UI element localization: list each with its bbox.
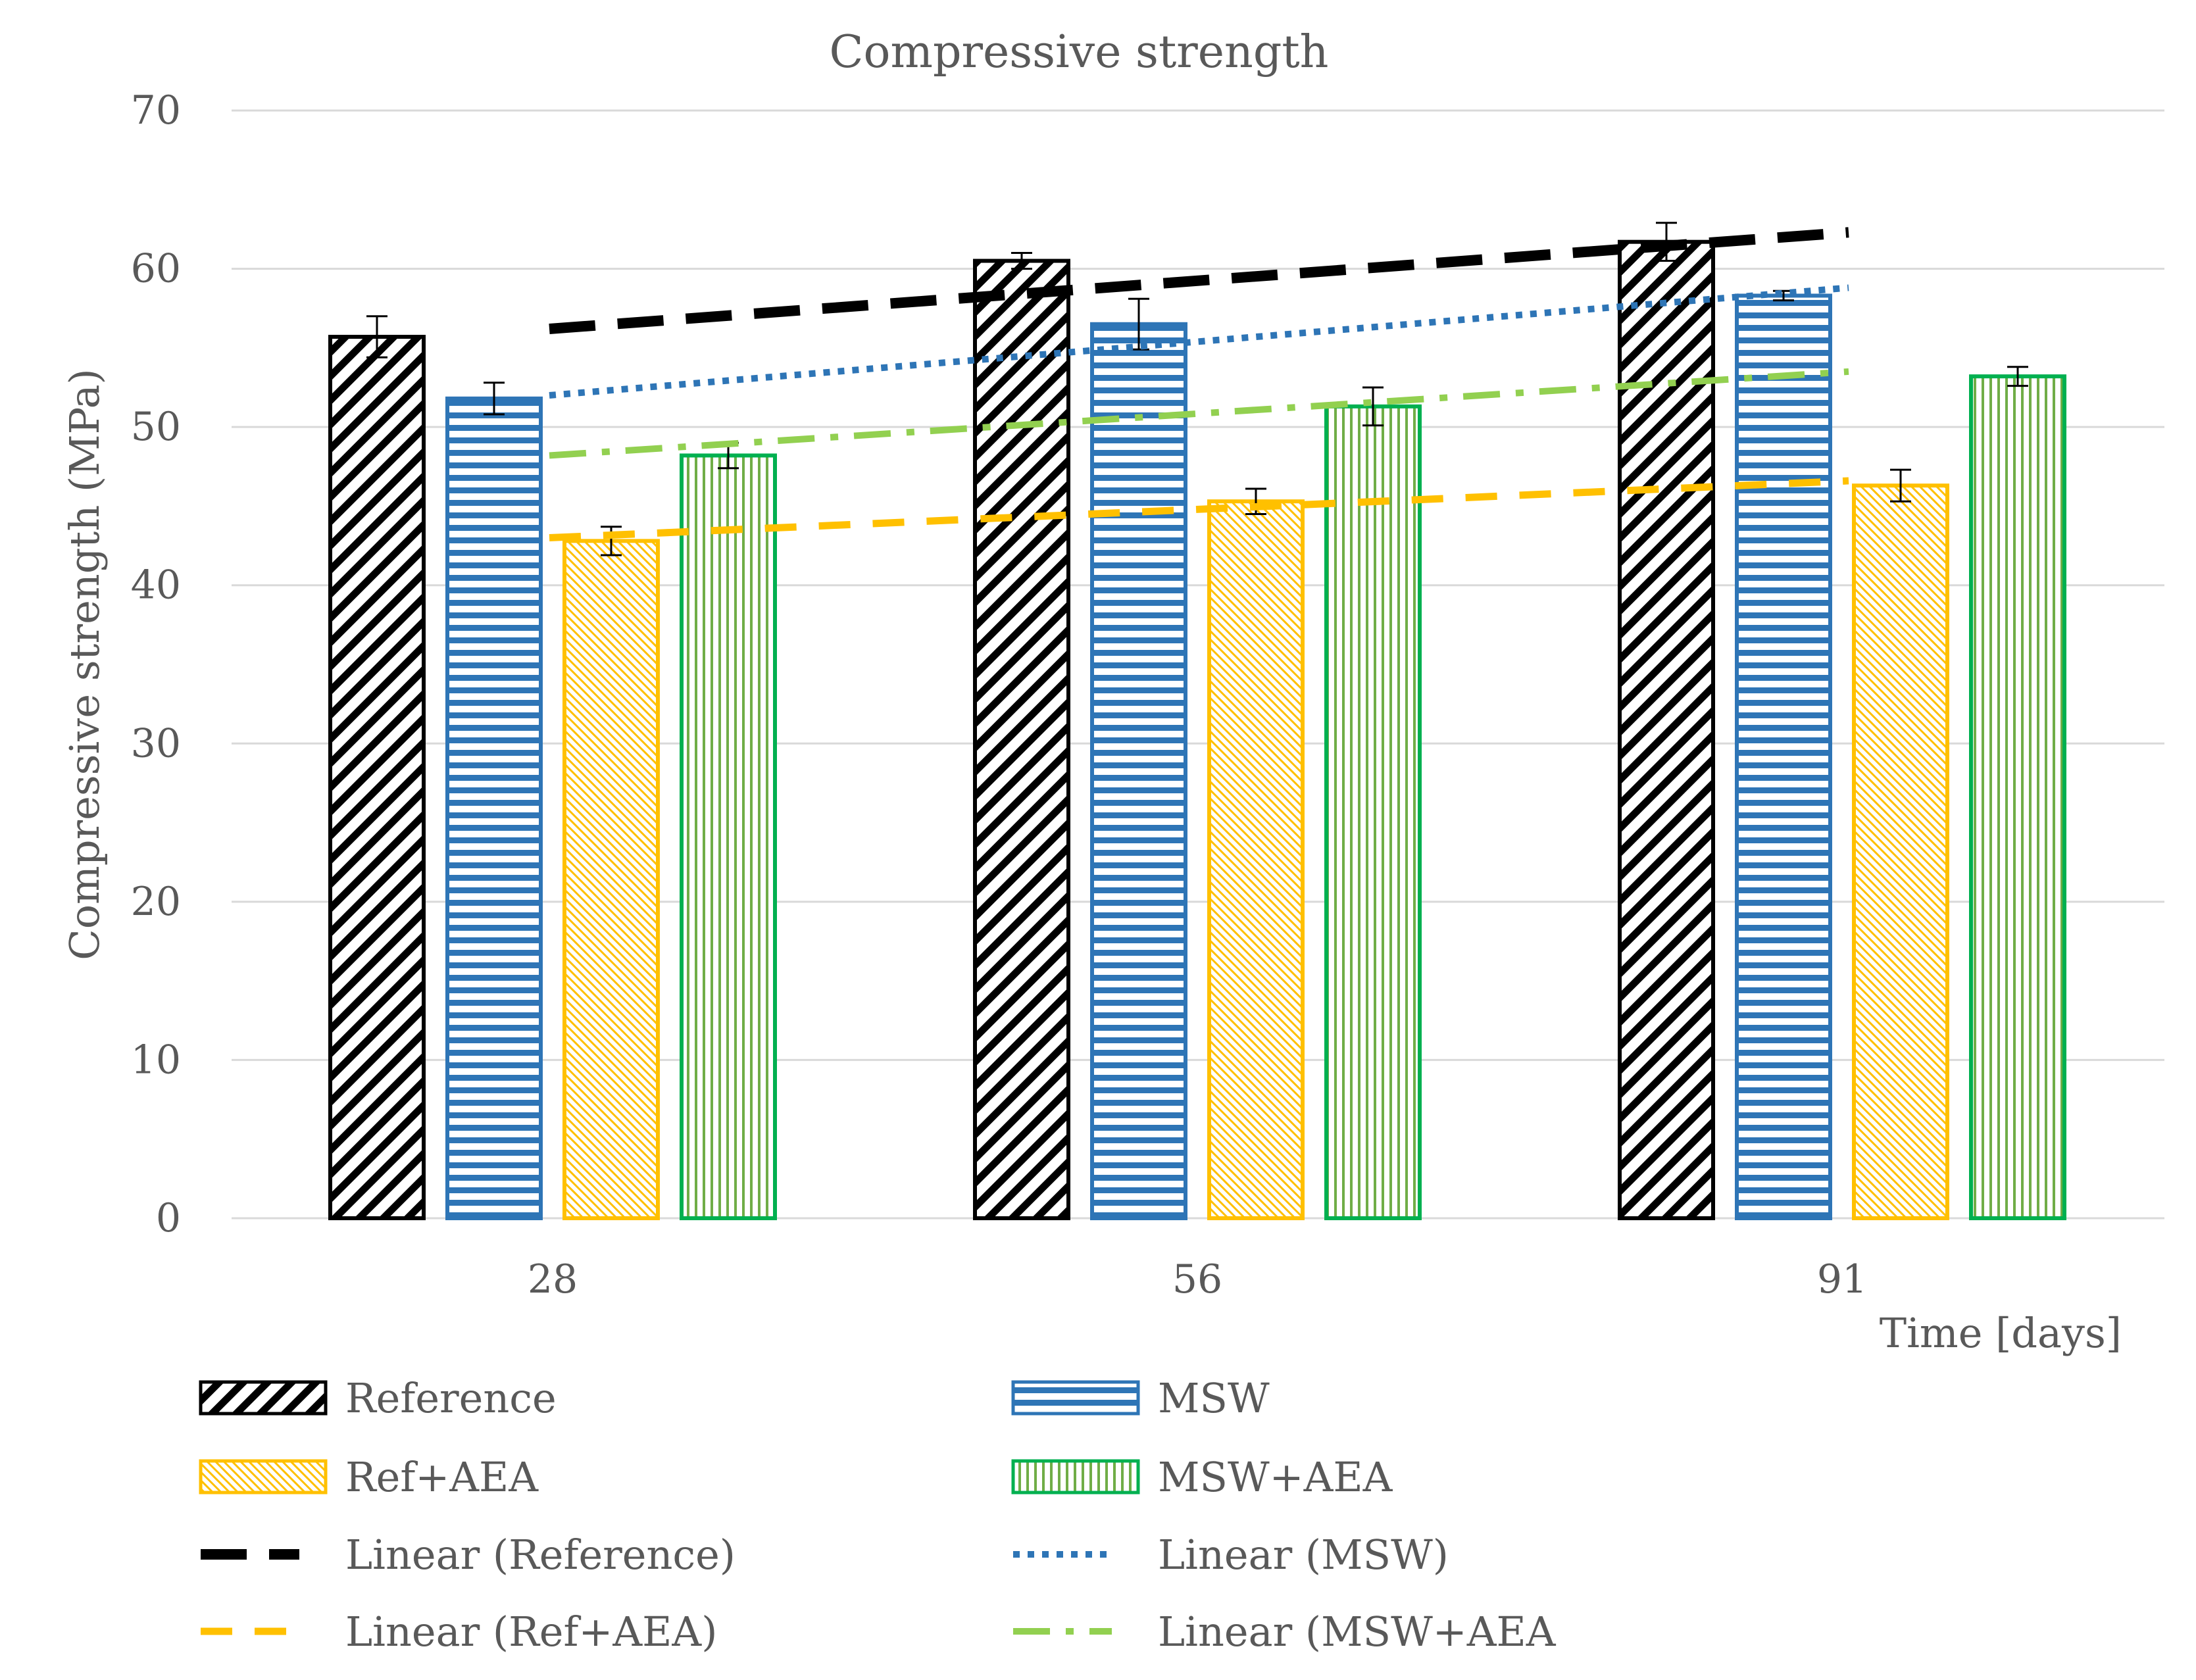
bar-msw-aea-28	[680, 453, 777, 1221]
error-bar-msw-aea-56	[1362, 386, 1384, 427]
gridlines	[232, 109, 2164, 1220]
y-tick-label-60: 60	[131, 246, 181, 292]
trendline-ref-aea	[549, 477, 1849, 542]
bar-msw-aea-91	[1969, 374, 2066, 1220]
y-tick-labels: 0 10 20 30 40 50 60 70	[131, 87, 181, 1241]
legend-label: MSW+AEA	[1158, 1453, 1393, 1501]
legend-swatch	[199, 1380, 328, 1416]
legend-label: MSW	[1158, 1374, 1270, 1422]
bar-msw-28	[445, 396, 543, 1221]
trendline-msw-aea	[549, 368, 1849, 459]
bar-reference-91	[1618, 239, 1715, 1220]
trendline-msw	[549, 284, 1849, 399]
legend-item-reference: Reference	[199, 1374, 557, 1422]
bar-ref-aea-91	[1852, 483, 1949, 1220]
legend-swatch	[1011, 1380, 1140, 1416]
legend-item-msw: MSW	[1011, 1374, 1270, 1422]
legend-item-msw-aea: MSW+AEA	[1011, 1453, 1393, 1501]
legend-item-linear-ref-aea-: Linear (Ref+AEA)	[201, 1608, 717, 1656]
y-tick-label-40: 40	[131, 562, 181, 608]
trendline-reference	[549, 227, 1849, 334]
y-tick-label-20: 20	[131, 879, 181, 925]
bar-reference-28	[328, 335, 426, 1221]
x-tick-labels: 28 56 91	[528, 1256, 1867, 1302]
y-tick-label-30: 30	[131, 720, 181, 766]
x-tick-label-91: 91	[1817, 1256, 1867, 1302]
error-bar-msw-aea-91	[2007, 366, 2028, 387]
x-tick-label-28: 28	[528, 1256, 578, 1302]
chart-title: Compressive strength	[830, 26, 1329, 78]
legend-label: Reference	[345, 1374, 557, 1422]
legend-label: Ref+AEA	[345, 1453, 539, 1501]
bars	[328, 239, 2066, 1221]
bar-reference-56	[973, 259, 1070, 1220]
legend-item-linear-msw-aea: Linear (MSW+AEA	[1013, 1608, 1557, 1656]
legend-swatch	[1011, 1459, 1140, 1495]
error-bar-ref-aea-91	[1890, 468, 1911, 503]
legend-label: Linear (Reference)	[345, 1531, 736, 1579]
legend-item-ref-aea: Ref+AEA	[199, 1453, 539, 1501]
x-axis-label: Time [days]	[1880, 1309, 2122, 1357]
y-tick-label-50: 50	[131, 404, 181, 450]
legend-label: Linear (MSW)	[1158, 1531, 1449, 1579]
trendlines	[549, 227, 1849, 542]
bar-ref-aea-56	[1207, 499, 1305, 1220]
bar-ref-aea-28	[562, 539, 660, 1221]
y-tick-label-0: 0	[156, 1195, 181, 1241]
x-tick-label-56: 56	[1172, 1256, 1222, 1302]
legend-swatch	[199, 1459, 328, 1495]
legend-item-linear-reference-: Linear (Reference)	[201, 1531, 736, 1579]
y-tick-label-70: 70	[131, 87, 181, 134]
legend: Reference MSW Ref+AEA MSW+AEA Linear (Refere…	[199, 1374, 1557, 1656]
legend-item-linear-msw-: Linear (MSW)	[1013, 1531, 1449, 1579]
y-axis-label: Compressive strength (MPa)	[61, 368, 109, 960]
bar-msw-91	[1735, 293, 1832, 1220]
y-tick-label-10: 10	[131, 1037, 181, 1083]
legend-label: Linear (Ref+AEA)	[345, 1608, 717, 1656]
bar-msw-aea-56	[1324, 404, 1422, 1221]
legend-label: Linear (MSW+AEA	[1158, 1608, 1557, 1656]
error-bar-msw-28	[484, 382, 505, 416]
error-bar-reference-56	[1011, 252, 1032, 270]
bar-msw-56	[1090, 322, 1187, 1220]
error-bar-reference-28	[366, 315, 387, 358]
